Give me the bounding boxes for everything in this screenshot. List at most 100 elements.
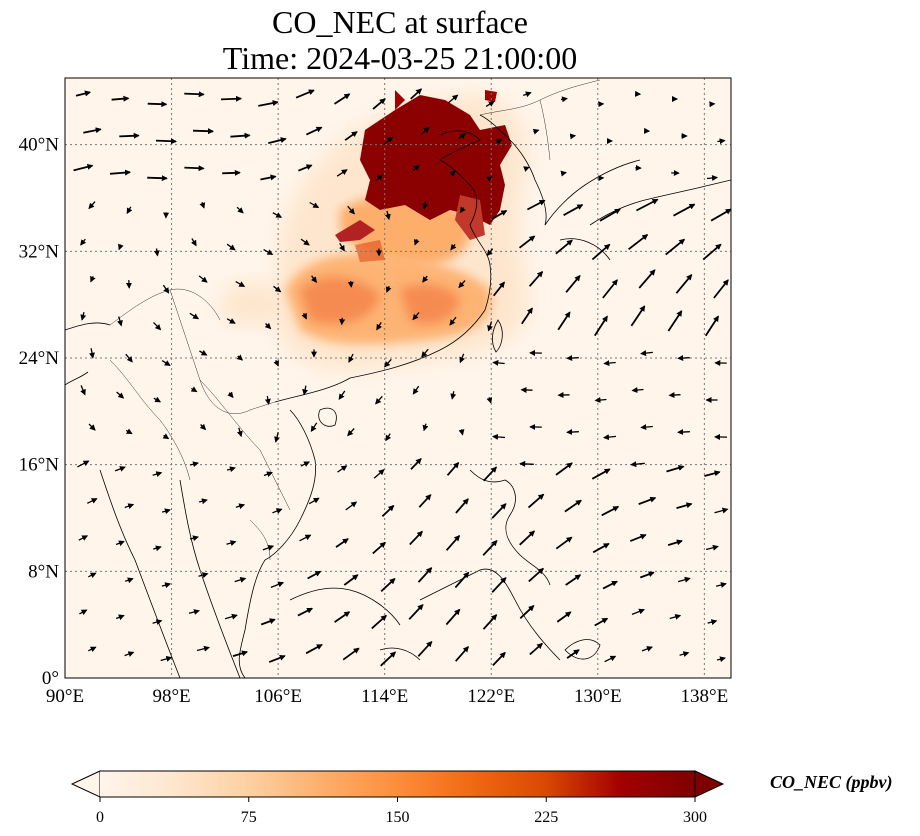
wind-arrow [459, 206, 466, 214]
wind-arrow [310, 422, 318, 433]
wind-arrow [295, 89, 315, 99]
wind-arrow [675, 274, 693, 294]
wind-arrow [450, 243, 457, 251]
wind-arrow [232, 650, 248, 657]
wind-arrow [268, 654, 286, 663]
wind-arrow [371, 614, 387, 630]
coastlines [65, 114, 731, 678]
wind-arrow [192, 128, 214, 135]
wind-arrow [564, 499, 582, 513]
wind-arrow [87, 498, 98, 504]
wind-arrow [566, 649, 580, 659]
wind-arrow [668, 392, 681, 399]
wind-arrow [380, 578, 396, 592]
wind-arrow [117, 316, 123, 327]
wind-arrow [190, 386, 198, 393]
wind-arrow [412, 164, 420, 172]
wind-arrow [115, 540, 125, 547]
wind-arrow [111, 95, 130, 102]
wind-arrow [714, 507, 729, 514]
wind-arrow [300, 461, 310, 467]
wind-arrow [384, 358, 392, 368]
wind-arrow [495, 138, 503, 145]
wind-arrow [184, 165, 205, 172]
wind-arrow [408, 604, 424, 620]
wind-arrow [270, 581, 285, 589]
wind-arrow [638, 269, 656, 289]
wind-arrow [521, 307, 533, 325]
wind-arrow [638, 496, 657, 505]
wind-arrow [274, 432, 280, 443]
wind-arrow [337, 465, 348, 473]
wind-arrow [161, 508, 171, 515]
wind-arrow [235, 503, 246, 510]
wind-arrow [458, 280, 466, 289]
wind-arrow [717, 138, 726, 145]
wind-arrow [88, 201, 96, 210]
wind-arrow [667, 310, 683, 332]
wind-arrow [422, 275, 429, 283]
lat-tick-label: 24°N [19, 348, 60, 369]
wind-arrow [385, 433, 392, 442]
wind-arrow [162, 433, 170, 440]
wind-arrow [334, 93, 351, 105]
wind-arrow [230, 132, 251, 139]
wind-arrow [147, 101, 168, 108]
lon-tick-label: 130°E [574, 686, 622, 707]
wind-arrow [161, 582, 172, 589]
wind-arrow [88, 572, 97, 579]
wind-arrow [272, 212, 283, 218]
wind-arrow [557, 311, 571, 331]
wind-arrow [412, 312, 420, 321]
wind-arrow [445, 534, 461, 551]
title-line-1: CO_NEC at surface [272, 4, 528, 40]
lon-tick-label: 106°E [254, 686, 302, 707]
wind-arrow [347, 281, 354, 288]
wind-arrow [262, 545, 275, 551]
wind-arrow [198, 275, 208, 283]
wind-arrow [410, 88, 423, 100]
wind-arrow [565, 574, 582, 586]
wind-arrow [383, 136, 394, 146]
wind-arrow [630, 461, 645, 468]
wind-arrow [522, 91, 532, 98]
wind-arrow [455, 498, 469, 514]
wind-arrow [345, 501, 358, 511]
wind-arrow [220, 95, 242, 102]
wind-arrow [153, 321, 162, 331]
wind-arrow [459, 353, 465, 364]
wind-arrow [188, 609, 200, 615]
wind-arrow [198, 498, 208, 505]
wind-arrow [591, 468, 611, 480]
wind-arrow [594, 617, 609, 627]
wind-arrow [376, 322, 382, 331]
wind-arrow [125, 428, 133, 435]
wind-arrow [449, 170, 456, 177]
wind-arrow [715, 582, 727, 588]
lat-tick-label: 16°N [19, 455, 60, 476]
wind-arrow [409, 530, 423, 546]
wind-arrow [380, 651, 397, 667]
wind-arrow [184, 91, 205, 98]
wind-arrow [347, 428, 355, 437]
wind-arrow [639, 571, 655, 579]
latitude-labels: 0° 8°N 16°N 24°N 32°N 40°N [19, 135, 60, 689]
colorbar-extend-high [694, 770, 725, 798]
wind-arrow [447, 94, 459, 104]
wind-arrow [673, 203, 696, 217]
wind-arrow [641, 646, 653, 652]
colorbar: 0 75 150 225 300 CO_NEC (ppbv) [70, 770, 893, 826]
gridlines [65, 78, 731, 678]
wind-arrow [153, 248, 160, 257]
wind-arrow [556, 611, 572, 623]
wind-arrow [528, 270, 544, 287]
wind-arrow [297, 607, 313, 617]
wind-arrow [160, 655, 173, 662]
lat-tick-label: 32°N [19, 241, 60, 262]
wind-arrow [412, 385, 420, 395]
colorbar-gradient [100, 771, 695, 797]
wind-arrow [491, 577, 507, 593]
wind-arrow [678, 576, 691, 583]
wind-arrow [713, 279, 729, 299]
